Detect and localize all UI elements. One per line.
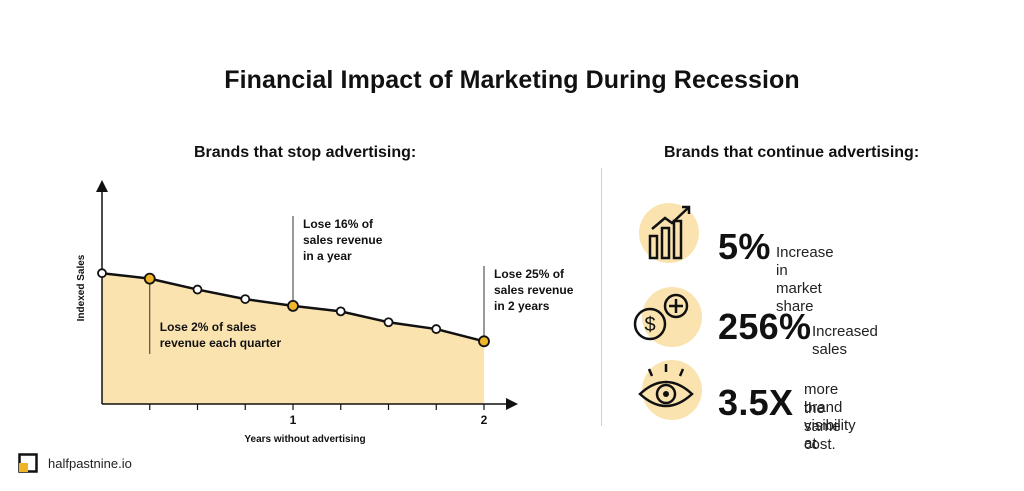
dollar-plus-icon: $ xyxy=(633,287,702,347)
eye-icon xyxy=(638,360,702,420)
bar-growth-icon xyxy=(639,203,699,263)
annotation-text: Lose 16% of sales revenue in a year xyxy=(303,217,383,263)
data-point xyxy=(478,335,490,348)
stat-value: 5% xyxy=(718,226,771,267)
stat-description-line-2: the same cost. xyxy=(804,400,841,453)
annotation-line: in a year xyxy=(303,249,352,263)
left-heading: Brands that stop advertising: xyxy=(194,144,417,161)
data-point xyxy=(287,299,299,312)
annotation-line: Lose 2% of sales xyxy=(160,320,257,334)
annotation-line: Lose 16% of xyxy=(303,217,374,231)
annotation-line: Lose 25% of xyxy=(494,267,565,281)
annotation-line: revenue each quarter xyxy=(160,336,282,350)
data-point xyxy=(431,324,442,334)
logo-icon xyxy=(18,453,38,473)
stat-description-line-1: more brand visibility at xyxy=(804,381,856,452)
data-point xyxy=(192,284,203,295)
right-heading: Brands that continue advertising: xyxy=(664,144,920,161)
y-axis-label: Indexed Sales xyxy=(76,254,87,321)
indexed-sales-chart: Lose 2% of sales revenue each quarterLose… xyxy=(76,180,574,445)
brand-name: halfpastnine.io xyxy=(48,455,132,471)
x-tick-label: 1 xyxy=(290,413,297,427)
annotation-text: Lose 2% of sales revenue each quarter xyxy=(160,320,282,350)
stat-description: Increase in market share xyxy=(776,244,834,315)
annotation-line: sales revenue xyxy=(494,283,574,297)
section-divider xyxy=(601,168,602,426)
data-point xyxy=(240,294,251,304)
data-point xyxy=(335,306,346,317)
stat-description: Increased sales xyxy=(812,323,878,358)
data-point xyxy=(143,272,156,285)
stat-value: 256% xyxy=(718,306,812,347)
page-title: Financial Impact of Marketing During Rec… xyxy=(224,66,800,94)
svg-text:$: $ xyxy=(644,314,655,336)
annotation-line: sales revenue xyxy=(303,233,383,247)
data-point xyxy=(97,268,107,279)
area-fill xyxy=(102,273,484,404)
data-point xyxy=(383,317,394,328)
annotation-line: in 2 years xyxy=(494,299,550,313)
x-axis-label: Years without advertising xyxy=(244,434,365,445)
annotation-text: Lose 25% of sales revenue in 2 years xyxy=(494,267,574,313)
stat-value: 3.5X xyxy=(718,382,794,423)
x-tick-label: 2 xyxy=(481,413,488,427)
brand-footer: halfpastnine.io xyxy=(18,452,132,474)
